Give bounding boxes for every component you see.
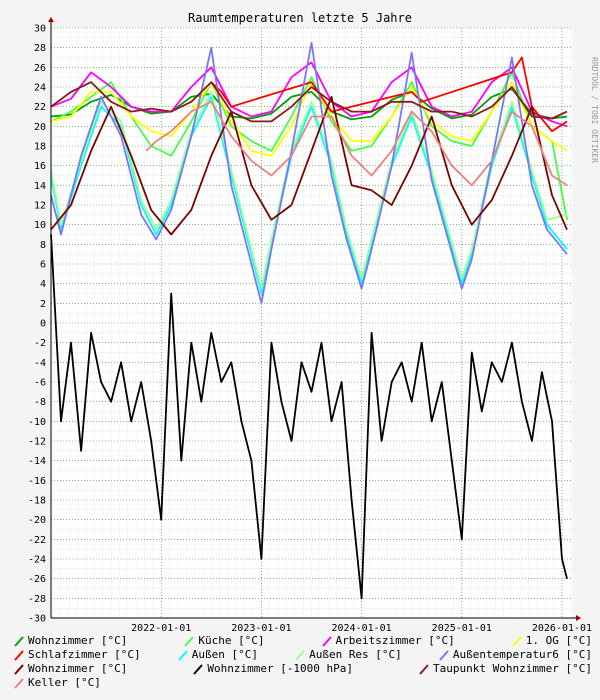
legend-row: Keller [°C] — [14, 676, 592, 690]
y-tick-label: -16 — [28, 476, 46, 487]
series-line-11 — [145, 100, 568, 187]
series-line-2 — [50, 61, 568, 128]
chart-title: Raumtemperaturen letzte 5 Jahre — [188, 11, 412, 25]
legend-entry: Außentemperatur6 [°C] — [439, 648, 592, 662]
y-tick-label: 6 — [40, 260, 46, 271]
legend-swatch — [14, 677, 24, 689]
y-tick-label: -2 — [34, 338, 46, 349]
legend-swatch — [193, 663, 204, 675]
y-tick-label: -28 — [28, 594, 46, 605]
y-tick-label: 28 — [34, 43, 46, 54]
legend-swatch — [184, 635, 195, 647]
legend-label: Keller [°C] — [28, 676, 101, 689]
x-tick-label: 2025-01-01 — [432, 623, 492, 634]
legend-label: Schlafzimmer [°C] — [28, 648, 141, 661]
y-tick-label: 18 — [34, 142, 46, 153]
y-tick-label: -4 — [34, 358, 46, 369]
legend-label: Wohnzimmer [°C] — [28, 634, 128, 647]
y-tick-label: 26 — [34, 63, 46, 74]
legend-swatch — [177, 649, 188, 661]
y-tick-label: 24 — [34, 83, 46, 94]
y-tick-label: -30 — [28, 614, 46, 625]
legend-label: Außen Res [°C] — [309, 648, 402, 661]
y-tick-label: 14 — [34, 181, 46, 192]
side-label: RRDTOOL / TOBI OETIKER — [590, 57, 599, 163]
legend-label: Taupunkt Wohnzimmer [°C] — [433, 662, 592, 675]
legend-swatch — [295, 649, 305, 661]
x-axis-ticks: 2022-01-01 2023-01-01 2024-01-01 2025-01-01… — [131, 623, 592, 634]
legend-swatch — [512, 635, 522, 647]
y-axis-ticks: -30-28-26-24-22-20-18-16-14-12-10-8-6-4-… — [28, 24, 46, 625]
legend-entry: 1. OG [°C] — [512, 634, 592, 648]
line-chart: Raumtemperaturen letzte 5 Jahre RRDTOOL … — [28, 11, 599, 634]
series-line-9 — [50, 234, 568, 600]
y-tick-label: 30 — [34, 24, 46, 35]
y-tick-label: -22 — [28, 535, 46, 546]
legend-label: Wohnzimmer [°C] — [28, 662, 128, 675]
legend-swatch — [439, 649, 449, 661]
y-tick-label: 4 — [40, 279, 46, 290]
legend-entry: Außen Res [°C] — [295, 648, 402, 662]
legend-entry: Taupunkt Wohnzimmer [°C] — [419, 662, 592, 676]
y-axis-arrow — [48, 17, 54, 22]
y-tick-label: -24 — [28, 555, 46, 566]
y-tick-label: 16 — [34, 161, 46, 172]
legend-entry: Wohnzimmer [-1000 hPa] — [193, 662, 353, 676]
legend-row: Wohnzimmer [°C] Küche [°C] Arbeitszimmer [… — [14, 634, 592, 648]
series-line-6 — [50, 91, 568, 290]
legend-label: Außen [°C] — [191, 648, 258, 661]
y-tick-label: 10 — [34, 220, 46, 231]
legend-entry: Wohnzimmer [°C] — [14, 662, 127, 676]
x-axis-arrow — [576, 615, 581, 621]
series-line-10 — [50, 81, 568, 123]
series-line-8 — [50, 95, 568, 236]
y-tick-label: 20 — [34, 122, 46, 133]
legend-entry: Küche [°C] — [184, 634, 265, 648]
y-tick-label: -20 — [28, 515, 46, 526]
legend-swatch — [321, 635, 332, 647]
y-tick-label: -26 — [28, 574, 46, 585]
series-line-7 — [50, 41, 568, 305]
y-tick-label: -8 — [34, 397, 46, 408]
y-tick-label: 2 — [40, 299, 46, 310]
legend-swatch — [14, 663, 24, 675]
x-tick-label: 2023-01-01 — [231, 623, 291, 634]
y-tick-label: 22 — [34, 102, 46, 113]
y-tick-label: -14 — [28, 456, 46, 467]
legend-entry: Außen [°C] — [177, 648, 258, 662]
legend-label: Wohnzimmer [-1000 hPa] — [207, 662, 354, 675]
legend-entry: Keller [°C] — [14, 676, 101, 690]
x-tick-label: 2026-01-01 — [532, 623, 592, 634]
y-tick-label: -12 — [28, 437, 46, 448]
legend-swatch — [14, 649, 24, 661]
legend-row: Schlafzimmer [°C] Außen [°C] Außen Res [°C… — [14, 648, 592, 662]
legend-label: Küche [°C] — [198, 634, 265, 647]
legend-label: 1. OG [°C] — [525, 634, 592, 647]
y-tick-label: 12 — [34, 201, 46, 212]
legend-swatch — [419, 663, 429, 675]
legend-label: Arbeitszimmer [°C] — [335, 634, 455, 647]
y-tick-label: -10 — [28, 417, 46, 428]
y-tick-label: -6 — [34, 378, 46, 389]
axes — [48, 17, 581, 621]
legend-swatch — [14, 635, 24, 647]
legend-entry: Arbeitszimmer [°C] — [321, 634, 455, 648]
legend-row: Wohnzimmer [°C] Wohnzimmer [-1000 hPa] Tau… — [14, 662, 592, 676]
legend-entry: Schlafzimmer [°C] — [14, 648, 141, 662]
y-tick-label: -18 — [28, 496, 46, 507]
legend: Wohnzimmer [°C] Küche [°C] Arbeitszimmer [… — [14, 634, 592, 690]
y-tick-label: 0 — [40, 319, 46, 330]
series-lines — [50, 41, 568, 600]
x-tick-label: 2024-01-01 — [331, 623, 391, 634]
legend-entry: Wohnzimmer [°C] — [14, 634, 127, 648]
series-line-1 — [50, 71, 568, 220]
x-tick-label: 2022-01-01 — [131, 623, 191, 634]
series-line-5 — [50, 95, 568, 295]
legend-label: Außentemperatur6 [°C] — [452, 648, 592, 661]
y-tick-label: 8 — [40, 240, 46, 251]
